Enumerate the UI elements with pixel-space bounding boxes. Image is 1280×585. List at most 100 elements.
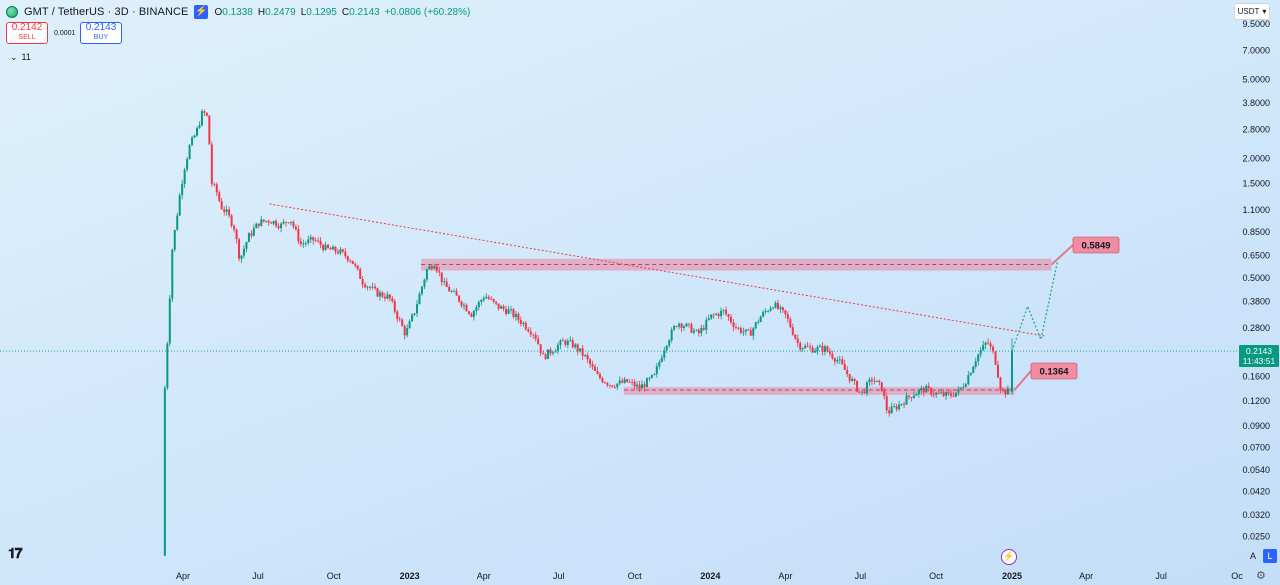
tradingview-logo-icon[interactable]: 𝟏𝟕 — [8, 545, 23, 561]
candle-body — [240, 255, 243, 259]
candle-body — [497, 303, 500, 309]
chevron-down-icon: ⌄ — [10, 52, 18, 62]
candle-body — [324, 244, 327, 251]
change-value: +0.0806 (+60.28%) — [384, 6, 471, 18]
candle-body — [725, 309, 728, 315]
price-tick-label: 9.5000 — [1242, 19, 1270, 29]
candles — [163, 109, 1013, 557]
spread-value: 0.0001 — [54, 29, 76, 37]
buy-price: 0.2143 — [85, 22, 117, 33]
candle-body — [779, 307, 782, 309]
candle-body — [663, 350, 666, 358]
candle-body — [238, 239, 241, 259]
lightning-event-icon[interactable]: ⚡ — [1001, 549, 1017, 565]
candle-body — [188, 145, 191, 159]
candle-body — [806, 345, 809, 347]
candle-body — [564, 340, 567, 345]
candle-body — [463, 304, 466, 306]
candle-body — [176, 215, 179, 230]
candle-body — [680, 323, 683, 328]
candle-body — [992, 346, 995, 352]
callout-box — [1030, 362, 1078, 380]
candle-body — [836, 360, 839, 362]
candle-body — [799, 342, 802, 350]
sell-button[interactable]: 0.2142 SELL — [6, 22, 48, 44]
candle-body — [255, 223, 258, 229]
open-value: O0.1338 — [214, 6, 253, 18]
candle-body — [378, 292, 381, 297]
candle-body — [329, 247, 332, 250]
candle-body — [186, 158, 189, 170]
candle-body — [440, 272, 443, 283]
log-scale-button[interactable]: L — [1263, 549, 1277, 563]
time-tick-label: Jul — [1155, 571, 1167, 581]
candle-body — [230, 215, 233, 227]
candle-body — [759, 316, 762, 322]
candle-body — [396, 311, 399, 319]
indicators-toggle[interactable]: ⌄ 11 — [10, 52, 31, 63]
candle-body — [722, 309, 725, 311]
candle-body — [331, 246, 334, 250]
candle-body — [1004, 389, 1007, 395]
candle-body — [569, 340, 572, 341]
currency-select[interactable]: USDT ▾ — [1234, 3, 1270, 20]
time-axis: Apr Jul Oct 2023 Apr Jul Oct 2024 Apr Jul Oct 2025 A… — [176, 571, 1243, 581]
candle-body — [982, 344, 985, 351]
candle-body — [223, 209, 226, 212]
candle-body — [611, 385, 614, 388]
time-tick-label: 2024 — [700, 571, 720, 581]
candle-body — [838, 359, 841, 361]
candle-body — [616, 383, 619, 388]
candle-body — [527, 329, 530, 332]
candle-body — [715, 313, 718, 315]
candle-body — [957, 388, 960, 393]
candle-body — [398, 318, 401, 320]
candle-body — [514, 313, 517, 317]
lines — [0, 203, 1240, 352]
auto-scale-button[interactable]: A — [1249, 551, 1256, 561]
candle-body — [297, 229, 300, 242]
candle-body — [885, 396, 888, 411]
candle-body — [653, 373, 656, 375]
candle-body — [262, 219, 265, 222]
candle-body — [495, 301, 498, 304]
candle-body — [937, 392, 940, 394]
candle-body — [584, 355, 587, 356]
candle-body — [233, 226, 236, 230]
candle-body — [962, 386, 965, 388]
candle-body — [376, 288, 379, 297]
candle-body — [413, 313, 416, 315]
candle-body — [196, 127, 199, 136]
last-price-tag: 0.2143 11:43:51 — [1239, 345, 1279, 367]
candle-body — [702, 327, 705, 330]
gear-icon[interactable]: ⚙ — [1256, 570, 1266, 582]
candle-body — [388, 294, 391, 299]
candle-body — [524, 322, 527, 330]
candle-body — [589, 359, 592, 365]
candle-body — [512, 309, 515, 317]
time-tick-label: Apr — [778, 571, 792, 581]
zones — [421, 258, 1052, 395]
candle-body — [391, 298, 394, 302]
symbol-title[interactable]: GMT / TetherUS · 3D · BINANCE — [24, 6, 189, 18]
candle-body — [910, 397, 913, 398]
candle-body — [947, 392, 950, 394]
buy-button[interactable]: 0.2143 BUY — [80, 22, 122, 44]
candle-body — [435, 266, 438, 272]
candle-body — [912, 395, 915, 398]
candle-body — [878, 380, 881, 383]
candle-body — [386, 294, 389, 299]
candle-body — [818, 345, 821, 347]
candle-body — [351, 260, 354, 264]
candle-body — [267, 220, 270, 223]
candle-body — [467, 311, 470, 314]
price-tick-label: 0.1200 — [1242, 396, 1270, 406]
candle-body — [539, 344, 542, 354]
candle-body — [465, 304, 468, 312]
candle-body — [247, 233, 250, 243]
candle-body — [678, 323, 681, 327]
lightning-icon[interactable]: ⚡ — [194, 5, 209, 19]
candle-body — [349, 260, 352, 262]
candle-body — [477, 301, 480, 308]
